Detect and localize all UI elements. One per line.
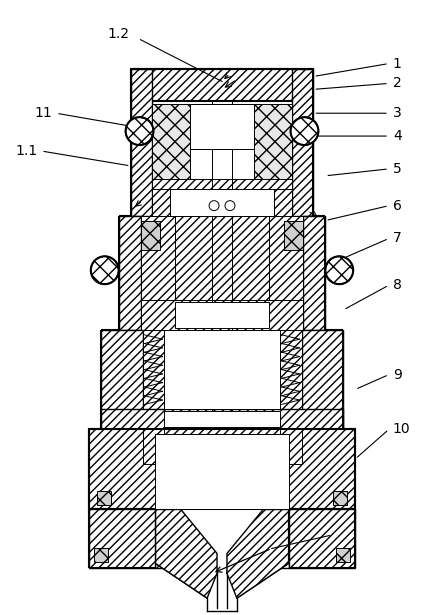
Bar: [97, 491, 111, 505]
Bar: [141, 300, 303, 330]
Text: 1.2: 1.2: [108, 26, 130, 41]
Bar: [254, 105, 291, 179]
Polygon shape: [155, 509, 217, 598]
Bar: [155, 434, 289, 509]
Bar: [190, 105, 254, 149]
Bar: [175, 216, 269, 300]
Text: 6: 6: [393, 199, 402, 213]
Text: 4: 4: [393, 129, 402, 143]
Text: 1: 1: [393, 57, 402, 71]
Bar: [291, 69, 313, 216]
Bar: [141, 221, 160, 250]
Bar: [164, 330, 279, 410]
Bar: [274, 189, 291, 216]
Bar: [302, 330, 343, 429]
Circle shape: [291, 117, 319, 145]
Text: 2: 2: [393, 76, 402, 90]
Text: 9: 9: [393, 368, 402, 381]
Text: 1.1: 1.1: [15, 144, 37, 158]
Bar: [336, 549, 350, 562]
Polygon shape: [227, 509, 289, 598]
Bar: [101, 330, 142, 429]
Bar: [142, 330, 164, 410]
Text: 8: 8: [393, 278, 402, 292]
Text: 3: 3: [393, 106, 402, 120]
Bar: [303, 216, 325, 330]
Bar: [279, 429, 302, 464]
Bar: [333, 491, 347, 505]
Text: 5: 5: [393, 162, 402, 176]
Circle shape: [125, 117, 154, 145]
Text: 7: 7: [393, 231, 402, 245]
Bar: [89, 429, 355, 509]
Bar: [94, 549, 108, 562]
Bar: [279, 330, 302, 410]
Text: 11: 11: [34, 106, 52, 120]
Text: 10: 10: [393, 423, 411, 436]
Bar: [269, 216, 303, 300]
Bar: [89, 509, 155, 568]
Bar: [142, 429, 164, 464]
Bar: [164, 411, 279, 427]
Bar: [283, 221, 303, 250]
Bar: [190, 105, 254, 149]
Bar: [289, 509, 355, 568]
Circle shape: [91, 256, 119, 284]
Bar: [119, 216, 141, 330]
Circle shape: [325, 256, 353, 284]
Bar: [141, 216, 175, 300]
Bar: [153, 189, 170, 216]
Bar: [264, 509, 289, 568]
Bar: [170, 189, 274, 216]
Bar: [153, 105, 190, 179]
Bar: [175, 302, 269, 328]
Bar: [101, 410, 343, 429]
Bar: [153, 179, 291, 189]
Bar: [130, 69, 313, 101]
Bar: [130, 69, 153, 216]
Bar: [155, 509, 180, 568]
